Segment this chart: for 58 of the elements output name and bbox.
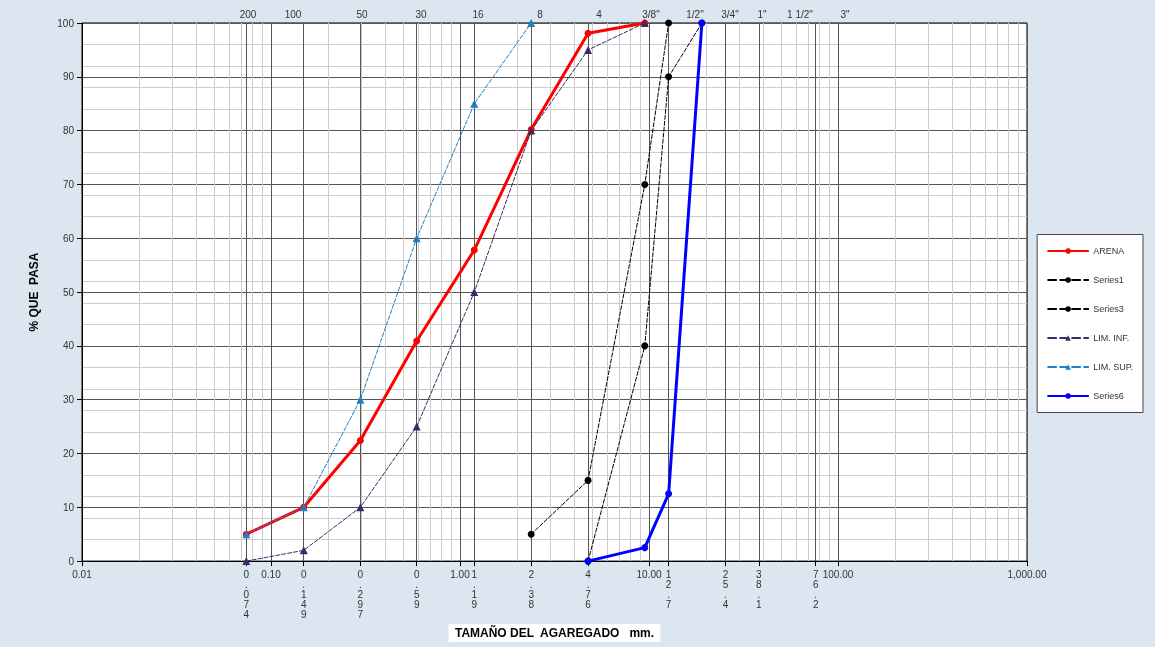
y-tick-label: 10 — [62, 501, 75, 513]
x-tick-label: 0.297 — [357, 568, 364, 620]
y-tick-label: 50 — [62, 286, 75, 298]
text: 1" — [757, 8, 767, 20]
text: 3/8" — [642, 8, 661, 20]
legend-label: LIM. SUP. — [1093, 362, 1134, 372]
x-tick-label: 2.38 — [528, 568, 535, 610]
y-tick-label: 30 — [62, 394, 75, 406]
y-tick-label: 0 — [68, 555, 75, 567]
legend-label: Series1 — [1093, 275, 1124, 285]
point — [412, 422, 421, 431]
x-tick-label: 10.00 — [636, 568, 662, 580]
y-tick-label: 20 — [62, 447, 75, 459]
point — [470, 246, 478, 254]
y-tick-label: 60 — [62, 232, 75, 244]
y-tick-label: 40 — [62, 340, 75, 352]
y-tick-label: 80 — [62, 125, 75, 137]
y-tick-label: 100 — [57, 17, 75, 29]
x-tick-label: 12.7 — [665, 568, 672, 610]
x-tick-label: 4.76 — [585, 568, 592, 610]
text: 1/2" — [686, 8, 705, 20]
point — [356, 437, 364, 445]
legend-label: LIM. INF. — [1093, 333, 1130, 343]
x-tick-label: 100.00 — [822, 568, 854, 580]
x-tick-label: 0.149 — [300, 568, 307, 620]
point — [584, 45, 593, 54]
x-tick-label: 0.10 — [261, 568, 282, 580]
text: 3" — [840, 8, 850, 20]
x-tick-label: 25.4 — [722, 568, 729, 610]
point — [584, 29, 592, 37]
text: 100 — [284, 8, 302, 20]
text: 50 — [356, 8, 368, 20]
text: 1 1/2" — [787, 8, 814, 20]
y-tick-label: 70 — [62, 178, 75, 190]
text: 200 — [239, 8, 257, 20]
x-tick-label: 38.1 — [756, 568, 763, 610]
x-tick-label: 1.19 — [471, 568, 478, 610]
legend-label: ARENA — [1093, 246, 1125, 256]
x-tick-label: 1.00 — [450, 568, 471, 580]
text: 8 — [537, 8, 544, 20]
y-axis-title: % QUE PASA — [27, 252, 41, 332]
point — [356, 395, 365, 404]
x-tick-label: 0.01 — [72, 568, 93, 580]
x-axis-title: TAMAÑO DEL AGAREGADO mm. — [454, 625, 655, 640]
legend-label: Series3 — [1093, 304, 1124, 314]
legend-label: Series6 — [1093, 391, 1124, 401]
text: 16 — [472, 8, 484, 20]
point — [470, 99, 479, 108]
x-tick-label: 0.59 — [413, 568, 420, 610]
x-tick-label: 76.2 — [812, 568, 819, 610]
x-tick-label: 1,000.00 — [1007, 568, 1047, 580]
y-tick-label: 90 — [62, 71, 75, 83]
point — [527, 19, 536, 27]
point — [413, 337, 421, 345]
text: 4 — [596, 8, 603, 20]
text: 3/4" — [721, 8, 740, 20]
text: 30 — [415, 8, 427, 20]
x-tick-label: 0.074 — [243, 568, 250, 620]
